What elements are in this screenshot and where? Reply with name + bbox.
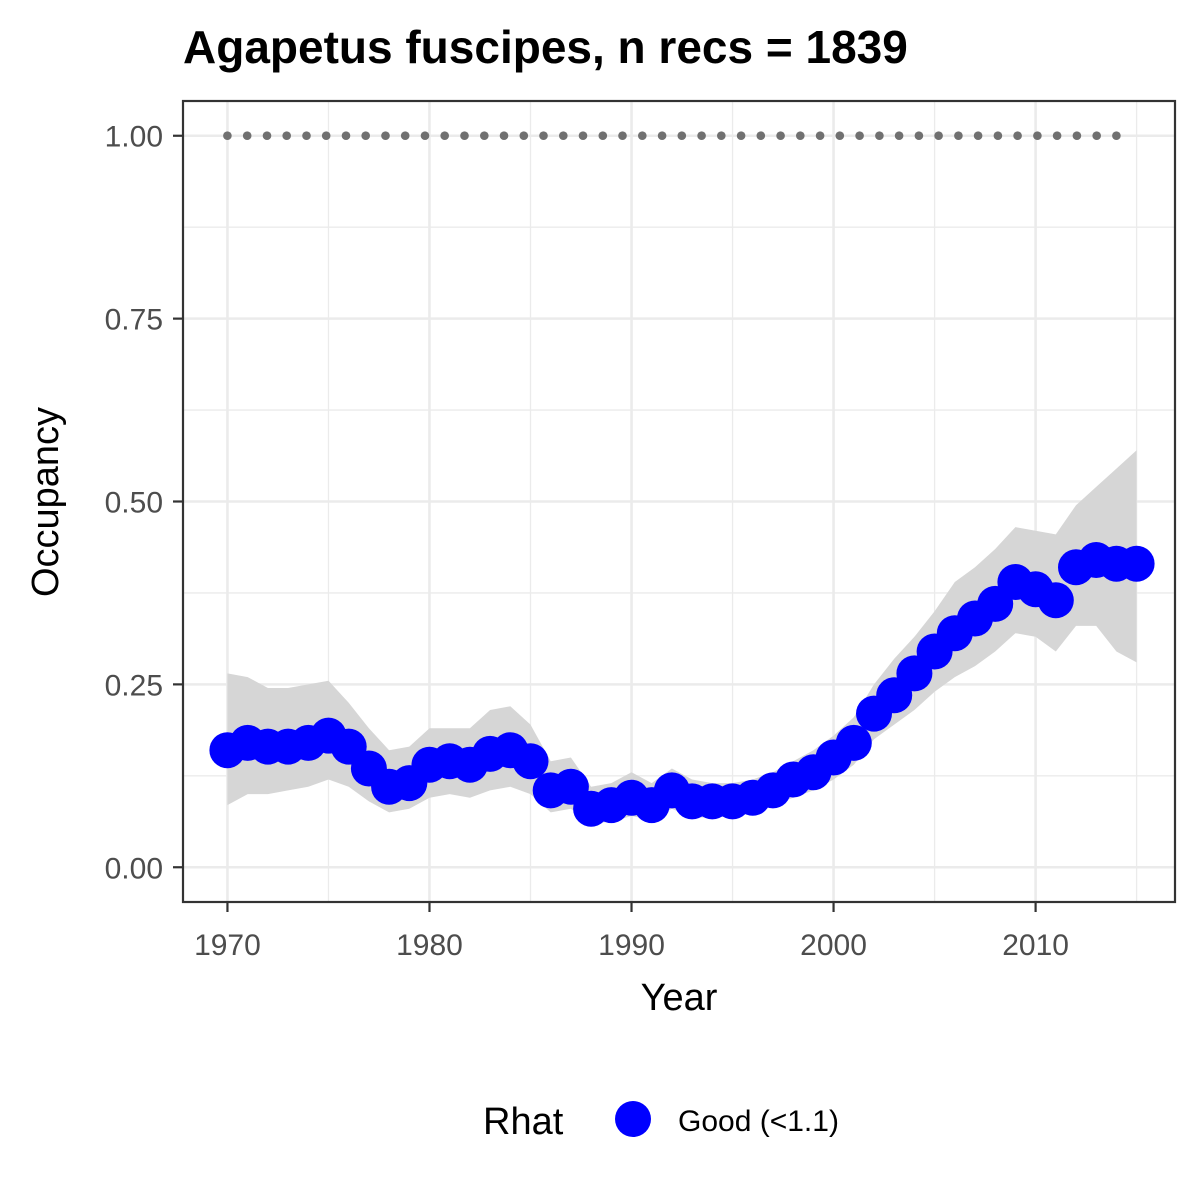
reference-dot (796, 131, 805, 140)
reference-dot (480, 131, 489, 140)
dotted-reference-layer (223, 131, 1121, 140)
reference-dot (815, 131, 825, 140)
x-tick-label: 1990 (598, 929, 665, 962)
reference-dot (262, 131, 272, 140)
reference-dot (1033, 131, 1042, 140)
reference-dot (993, 131, 1003, 140)
reference-dot (499, 131, 509, 140)
reference-dot (736, 131, 746, 140)
reference-dot (717, 131, 726, 140)
reference-dot (894, 131, 904, 140)
reference-dot (1092, 131, 1101, 140)
y-tick-label: 0.75 (105, 304, 163, 337)
reference-dot (914, 131, 924, 140)
reference-dot (1112, 131, 1121, 140)
reference-dot (400, 131, 410, 140)
credible-interval-ribbon (227, 450, 1137, 824)
x-tick-label: 1980 (396, 929, 463, 962)
reference-dot (756, 131, 766, 140)
reference-dot (875, 131, 884, 140)
chart-title: Agapetus fuscipes, n recs = 1839 (183, 21, 908, 73)
reference-dot (835, 131, 845, 140)
reference-dot (1013, 131, 1022, 140)
occupancy-point (512, 743, 549, 780)
reference-dot (460, 131, 469, 140)
reference-dot (420, 131, 430, 140)
occupancy-point (835, 724, 872, 761)
reference-dot (223, 131, 232, 140)
reference-dot (1052, 131, 1062, 140)
reference-dot (519, 131, 529, 140)
y-axis-title: Occupancy (25, 407, 67, 597)
reference-dot (677, 131, 687, 140)
reference-dot (618, 131, 627, 140)
y-tick-label: 1.00 (105, 121, 163, 154)
reference-dot (440, 131, 450, 140)
legend: Rhat Good (<1.1) (483, 1101, 839, 1143)
occupancy-points-layer (209, 542, 1155, 827)
reference-dot (776, 131, 785, 140)
reference-dot (341, 131, 351, 140)
reference-dot (321, 131, 331, 140)
x-axis: 1970 1980 1990 2000 2010 (194, 902, 1069, 962)
reference-dot (657, 131, 667, 140)
legend-key-good (615, 1101, 651, 1137)
reference-dot (578, 131, 588, 140)
legend-label-good: Good (<1.1) (678, 1105, 839, 1138)
y-tick-label: 0.00 (105, 852, 163, 885)
reference-dot (1072, 131, 1082, 140)
reference-dot (242, 131, 252, 140)
x-tick-label: 2000 (800, 929, 867, 962)
reference-dot (855, 131, 864, 140)
reference-dot (559, 131, 568, 140)
reference-dot (954, 131, 963, 140)
legend-title: Rhat (483, 1101, 564, 1143)
x-axis-title: Year (641, 977, 718, 1019)
reference-dot (934, 131, 943, 140)
reference-dot (598, 131, 608, 140)
reference-dot (973, 131, 983, 140)
y-tick-label: 0.50 (105, 487, 163, 520)
occupancy-point (1037, 582, 1074, 619)
credible-interval-layer (227, 450, 1137, 824)
x-tick-label: 1970 (194, 929, 261, 962)
reference-dot (381, 131, 390, 140)
y-tick-label: 0.25 (105, 669, 163, 702)
reference-dot (638, 131, 647, 140)
reference-dot (282, 131, 292, 140)
reference-dot (361, 131, 371, 140)
occupancy-point (1118, 545, 1155, 582)
reference-dot (539, 131, 548, 140)
reference-dot (697, 131, 706, 140)
y-axis: 0.00 0.25 0.50 0.75 1.00 (105, 121, 183, 885)
x-tick-label: 2010 (1002, 929, 1069, 962)
reference-dot (302, 131, 311, 140)
